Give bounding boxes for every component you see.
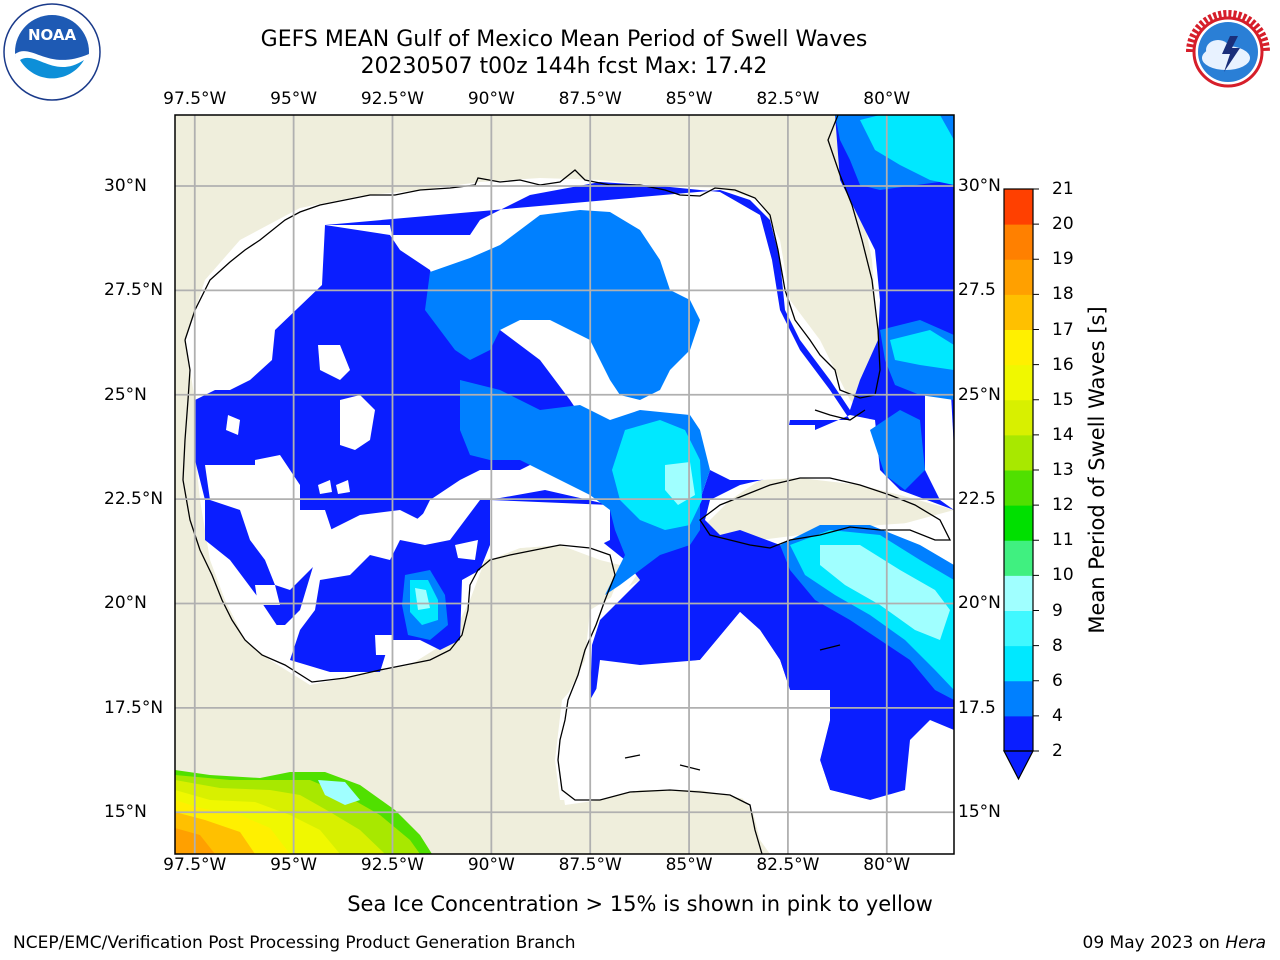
- footer-date-text: 09 May 2023 on: [1082, 933, 1220, 953]
- lat-tick-right: 20°N: [958, 593, 1001, 614]
- colorbar-segment: [1004, 610, 1033, 647]
- plot-title: GEFS MEAN Gulf of Mexico Mean Period of …: [260, 27, 868, 52]
- colorbar-tick-label: 21: [1052, 179, 1074, 199]
- colorbar: [1003, 188, 1039, 781]
- lon-tick-top: 85°W: [665, 89, 713, 109]
- lat-tick-right: 25°N: [958, 384, 1001, 405]
- lon-tick-top: 87.5°W: [558, 89, 622, 109]
- colorbar-tick-label: 4: [1052, 705, 1063, 726]
- lat-tick-left: 30°N: [104, 175, 147, 196]
- colorbar-segment: [1004, 259, 1033, 295]
- lat-tick-left: 25°N: [104, 384, 147, 405]
- colorbar-label: Mean Period of Swell Waves [s]: [1085, 306, 1109, 634]
- colorbar-tick-label: 11: [1052, 530, 1074, 551]
- lon-tick-bottom: 90°W: [467, 855, 515, 875]
- colorbar-tick-label: 10: [1052, 565, 1074, 586]
- noaa-logo-text: NOAA: [28, 26, 77, 44]
- lon-tick-top: 82.5°W: [756, 89, 820, 109]
- lon-tick-top: 97.5°W: [163, 89, 227, 109]
- colorbar-segment: [1004, 329, 1033, 366]
- lon-tick-top: 80°W: [863, 89, 911, 109]
- lon-tick-bottom: 82.5°W: [756, 855, 820, 875]
- colorbar-tick-label: 16: [1052, 354, 1074, 375]
- lat-tick-left: 15°N: [104, 802, 147, 823]
- lon-tick-bottom: 92.5°W: [360, 855, 425, 875]
- colorbar-segment: [1004, 224, 1033, 260]
- colorbar-tick-label: 15: [1052, 389, 1074, 410]
- lat-tick-right: 27.5: [958, 280, 996, 301]
- lon-tick-bottom: 85°W: [665, 855, 713, 875]
- colorbar-extend-triangle: [1003, 750, 1034, 781]
- lat-tick-left: 22.5°N: [104, 489, 164, 510]
- lat-tick-right: 22.5: [958, 489, 996, 510]
- colorbar-segment: [1004, 575, 1033, 611]
- colorbar-tick-label: 12: [1052, 495, 1074, 516]
- footer-host: Hera: [1225, 933, 1266, 953]
- sea-ice-note: Sea Ice Concentration > 15% is shown in …: [347, 892, 933, 916]
- plot-subtitle: 20230507 t00z 144h fcst Max: 17.42: [360, 54, 768, 79]
- colorbar-tick-label: 14: [1052, 424, 1074, 445]
- colorbar-segment: [1004, 505, 1033, 541]
- colorbar-segment: [1004, 434, 1033, 471]
- colorbar-segment: [1004, 470, 1033, 506]
- colorbar-tick-label: 9: [1052, 600, 1063, 621]
- lon-tick-top: 90°W: [467, 89, 515, 109]
- colorbar-segment: [1004, 715, 1033, 752]
- nws-logo-icon: [1180, 4, 1276, 100]
- lon-tick-bottom: 97.5°W: [163, 855, 227, 875]
- footer-date: 09 May 2023 on Hera: [1083, 933, 1267, 953]
- colorbar-tick-label: 13: [1052, 460, 1074, 480]
- lon-tick-bottom: 87.5°W: [558, 855, 622, 875]
- colorbar-tick-label: 19: [1052, 249, 1074, 270]
- lat-tick-left: 27.5°N: [104, 280, 164, 301]
- colorbar-segment: [1004, 645, 1033, 682]
- lat-tick-left: 17.5°N: [104, 697, 164, 718]
- swell-8-9s: [415, 462, 950, 640]
- lat-tick-right: 30°N: [958, 175, 1001, 196]
- lat-tick-left: 20°N: [104, 593, 147, 614]
- lon-tick-top: 92.5°W: [360, 89, 425, 109]
- colorbar-tick-label: 2: [1052, 741, 1063, 761]
- graticule: [175, 115, 954, 854]
- colorbar-segment: [1004, 364, 1033, 401]
- colorbar-tick-label: 17: [1052, 319, 1074, 340]
- colorbar-tick-label: 20: [1052, 214, 1074, 235]
- lon-tick-top: 95°W: [270, 89, 318, 109]
- map-layers: [175, 115, 954, 854]
- lat-tick-right: 17.5: [958, 697, 996, 718]
- colorbar-segment: [1004, 399, 1033, 436]
- lon-tick-bottom: 95°W: [270, 855, 318, 875]
- coastlines: [182, 115, 952, 854]
- noaa-logo-icon: NOAA: [3, 3, 101, 101]
- colorbar-tick-label: 8: [1052, 635, 1063, 656]
- footer-credit: NCEP/EMC/Verification Post Processing Pr…: [13, 933, 576, 953]
- colorbar-segment: [1004, 189, 1033, 225]
- lon-tick-bottom: 80°W: [863, 855, 911, 875]
- colorbar-segment: [1004, 540, 1033, 576]
- map-frame: [174, 114, 955, 855]
- lat-tick-right: 15°N: [958, 802, 1001, 823]
- colorbar-tick-label: 6: [1052, 670, 1063, 691]
- colorbar-segment: [1004, 294, 1033, 330]
- colorbar-segment: [1004, 680, 1033, 717]
- colorbar-tick-label: 18: [1052, 284, 1074, 305]
